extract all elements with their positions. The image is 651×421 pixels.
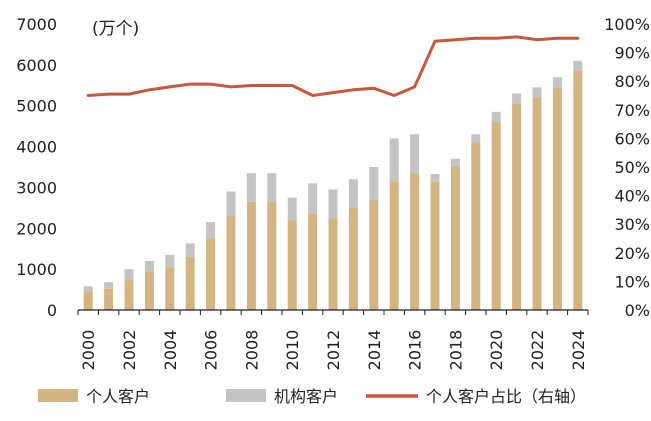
y-left-tick-label: 4000 [16,138,57,157]
x-tick-label: 2018 [446,330,465,371]
bar-personal-2007 [226,216,236,310]
y-right-tick-label: 0% [625,301,650,320]
bar-personal-2018 [450,167,460,310]
x-tick-label: 2004 [161,330,180,371]
y-right-tick-label: 10% [614,272,650,291]
axes-layer: 0 1000 2000 3000 4000 5000 6000 7000 0% 10% 20% 30%… [16,15,650,370]
legend-personal-swatch [38,389,78,402]
y-axis-unit-label: (万个) [92,19,139,39]
bar-personal-2015 [389,181,399,310]
bar-personal-2017 [430,181,440,310]
legend-institutional: 机构客户 [226,387,338,406]
y-left-tick-label: 7000 [16,15,57,34]
bar-personal-2004 [165,267,175,310]
bar-personal-2006 [206,238,216,310]
x-tick-label: 2010 [283,330,302,371]
bar-institutional-2011 [308,183,318,214]
bar-personal-2008 [246,201,256,310]
bar-institutional-2015 [389,138,399,182]
bar-institutional-2002 [124,269,134,280]
bar-personal-2012 [328,218,338,310]
y-right-tick-label: 50% [614,158,650,177]
legend-ratio: 个人客户占比（右轴） [366,387,586,406]
legend-personal: 个人客户 [38,387,150,406]
bar-personal-2000 [83,291,93,310]
x-tick-label: 2022 [528,330,547,371]
bar-institutional-2019 [471,134,481,143]
bar-institutional-2021 [512,93,522,104]
bar-personal-2023 [552,87,562,310]
y-left-tick-label: 2000 [16,219,57,238]
legend-personal-label: 个人客户 [86,387,150,406]
bar-institutional-2006 [206,222,216,239]
y-left-tick-label: 5000 [16,97,57,116]
line-personal-ratio [86,35,580,97]
x-tick-label: 2006 [202,330,221,371]
bar-institutional-2003 [144,260,154,272]
bar-institutional-2000 [83,286,93,292]
bar-institutional-2012 [328,189,338,219]
bar-personal-2022 [532,97,542,311]
bar-personal-2020 [491,122,501,310]
x-tick-label: 2008 [242,330,261,371]
bar-institutional-2024 [573,60,583,71]
line-layer [86,35,580,97]
bar-personal-2010 [287,220,297,310]
bar-institutional-2020 [491,111,501,123]
x-tick-label: 2024 [569,330,588,371]
bar-personal-2014 [369,199,379,310]
bar-personal-2001 [104,288,114,310]
bar-institutional-2010 [287,197,297,221]
y-right-tick-label: 100% [604,15,650,34]
bar-institutional-2008 [246,173,256,202]
y-left-tick-label: 6000 [16,56,57,75]
y-left-tick-label: 3000 [16,178,57,197]
bar-personal-2013 [348,207,358,310]
bar-institutional-2005 [185,243,195,257]
y-right-tick-label: 40% [614,187,650,206]
y-right-tick-label: 80% [614,72,650,91]
bar-institutional-2023 [552,77,562,88]
x-tick-label: 2016 [406,330,425,371]
y-left-tick-label: 1000 [16,260,57,279]
bar-personal-2002 [124,279,134,310]
bar-institutional-2013 [348,179,358,208]
y-right-tick-label: 30% [614,215,650,234]
x-tick-label: 2014 [365,330,384,371]
y-right-tick-label: 70% [614,101,650,120]
legend: 个人客户 机构客户 个人客户占比（右轴） [38,387,586,406]
legend-ratio-label: 个人客户占比（右轴） [426,387,586,406]
x-tick-label: 2012 [324,330,343,371]
bar-personal-2024 [573,70,583,310]
bar-institutional-2009 [267,173,277,202]
x-tick-label: 2002 [120,330,139,371]
bar-institutional-2014 [369,167,379,200]
x-tick-label: 2000 [79,330,98,371]
y-right-tick-label: 60% [614,129,650,148]
bars-layer [83,60,583,311]
bar-personal-2016 [410,173,420,310]
bar-personal-2011 [308,213,318,310]
y-right-tick-label: 90% [614,44,650,63]
bar-institutional-2004 [165,254,175,268]
bar-institutional-2007 [226,191,236,217]
bar-institutional-2017 [430,173,440,182]
legend-institutional-label: 机构客户 [274,387,338,406]
bar-personal-2005 [185,256,195,310]
bar-institutional-2001 [104,282,114,289]
x-tick-label: 2020 [487,330,506,371]
legend-institutional-swatch [226,389,266,402]
bar-personal-2009 [267,201,277,310]
bar-institutional-2018 [450,158,460,167]
y-left-tick-label: 0 [47,301,57,320]
bar-personal-2003 [144,271,154,310]
bar-institutional-2022 [532,87,542,98]
y-right-tick-label: 20% [614,244,650,263]
bar-institutional-2016 [410,134,420,174]
bar-personal-2021 [512,103,522,311]
bar-personal-2019 [471,142,481,310]
